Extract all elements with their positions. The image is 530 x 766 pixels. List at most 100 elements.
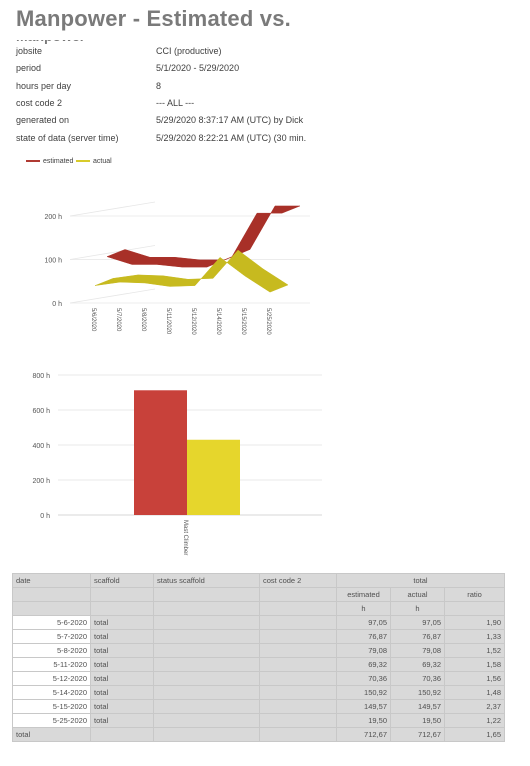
col-header-ratio: ratio [444, 587, 505, 602]
table-row: 5-11-2020 total 69,32 69,32 1,58 [12, 657, 505, 672]
bar-actual [187, 439, 240, 515]
info-key: jobsite [16, 46, 43, 56]
title-overflow: Manpower - Estimated vs. [16, 40, 96, 45]
info-row-hours: hours per day 8 [16, 81, 476, 95]
total-estimated: 712,67 [336, 727, 391, 742]
info-value: 8 [156, 81, 162, 91]
table-row: 5-6-2020 total 97,05 97,05 1,90 [12, 615, 505, 630]
table-total-row: total 712,67 712,67 1,65 [12, 727, 505, 742]
y-tick-label: 200 h [44, 214, 62, 221]
info-value: CCI (productive) [156, 46, 222, 56]
table-subheader-row: estimated actual ratio [12, 587, 505, 602]
cell-scaffold: total [90, 671, 154, 686]
cell-date: 5-6-2020 [12, 615, 91, 630]
y-tick-label: 0 h [52, 301, 62, 308]
col-header-estimated: estimated [336, 587, 391, 602]
cell-ratio: 1,52 [444, 643, 505, 658]
x-tick-label: 5/8/2020 [140, 308, 146, 332]
legend-actual: actual [76, 158, 112, 165]
cell-ratio: 1,48 [444, 685, 505, 700]
cell-scaffold: total [90, 685, 154, 700]
cell-scaffold: total [90, 657, 154, 672]
cell-actual: 76,87 [390, 629, 445, 644]
cell-estimated: 149,57 [336, 699, 391, 714]
info-row-period: period 5/1/2020 - 5/29/2020 [16, 63, 476, 77]
cell-ratio: 1,56 [444, 671, 505, 686]
y-tick-label: 0 h [40, 513, 50, 520]
cell-ratio: 2,37 [444, 699, 505, 714]
cell-scaffold: total [90, 699, 154, 714]
y-tick-label: 200 h [32, 478, 50, 485]
total-ratio: 1,65 [444, 727, 505, 742]
cell-date: 5-15-2020 [12, 699, 91, 714]
cell-actual: 69,32 [390, 657, 445, 672]
info-row-generated: generated on 5/29/2020 8:37:17 AM (UTC) … [16, 115, 476, 129]
cell-ratio: 1,90 [444, 615, 505, 630]
unit-actual: h [390, 601, 445, 616]
info-row-jobsite: jobsite CCI (productive) [16, 46, 476, 60]
info-value: 5/29/2020 8:22:21 AM (UTC) (30 min. [156, 133, 307, 143]
info-key: generated on [16, 115, 70, 125]
cell-estimated: 76,87 [336, 629, 391, 644]
cell-estimated: 70,36 [336, 671, 391, 686]
y-tick-label: 400 h [32, 443, 50, 450]
table-row: 5-14-2020 total 150,92 150,92 1,48 [12, 685, 505, 700]
cell-date: 5-14-2020 [12, 685, 91, 700]
cell-estimated: 79,08 [336, 643, 391, 658]
unit-estimated: h [336, 601, 391, 616]
x-tick-label: 5/25/2020 [265, 308, 271, 335]
cell-actual: 79,08 [390, 643, 445, 658]
cell-estimated: 150,92 [336, 685, 391, 700]
info-value: --- ALL --- [156, 98, 195, 108]
cell-estimated: 69,32 [336, 657, 391, 672]
col-header-scaffold: scaffold [90, 573, 154, 588]
line-chart-3d: 0 h 100 h 200 h 5/6/2020 5/7/2020 5/8/2020 5/… [44, 201, 310, 335]
table-header-row: date scaffold status scaffold cost code … [12, 573, 505, 588]
x-tick-label: 5/7/2020 [115, 308, 121, 332]
unit-ratio [444, 601, 505, 616]
cell-date: 5-12-2020 [12, 671, 91, 686]
col-header-total: total [336, 573, 505, 588]
info-row-state: state of data (server time) 5/29/2020 8:… [16, 133, 476, 147]
cell-actual: 97,05 [390, 615, 445, 630]
cell-actual: 19,50 [390, 713, 445, 728]
col-header-costcode: cost code 2 [259, 573, 337, 588]
cell-date: 5-25-2020 [12, 713, 91, 728]
cell-ratio: 1,33 [444, 629, 505, 644]
info-key: period [16, 63, 42, 73]
page-title: Manpower - Estimated vs. [16, 6, 291, 31]
info-value: 5/29/2020 8:37:17 AM (UTC) by Dick [156, 115, 304, 125]
bar-estimated [134, 390, 187, 515]
info-key: state of data (server time) [16, 133, 119, 143]
x-tick-label: 5/6/2020 [90, 308, 96, 332]
info-key: hours per day [16, 81, 72, 91]
cell-date: 5-7-2020 [12, 629, 91, 644]
total-label: total [12, 727, 91, 742]
col-header-actual: actual [390, 587, 445, 602]
table-row: 5-12-2020 total 70,36 70,36 1,56 [12, 671, 505, 686]
y-tick-label: 600 h [32, 408, 50, 415]
y-tick-label: 800 h [32, 373, 50, 380]
bar-chart: 0 h 200 h 400 h 600 h 800 h Mast Climber [32, 373, 322, 555]
cell-scaffold: total [90, 643, 154, 658]
x-tick-label: 5/14/2020 [215, 308, 221, 335]
cell-ratio: 1,22 [444, 713, 505, 728]
y-tick-label: 100 h [44, 258, 62, 265]
col-header-status: status scaffold [153, 573, 260, 588]
legend-estimated: estimated [26, 158, 73, 165]
cell-estimated: 97,05 [336, 615, 391, 630]
series-ribbon-estimated [106, 205, 301, 268]
x-tick-label: 5/12/2020 [190, 308, 196, 335]
cell-actual: 150,92 [390, 685, 445, 700]
cell-actual: 70,36 [390, 671, 445, 686]
series-ribbon-actual [94, 249, 289, 293]
info-key: cost code 2 [16, 98, 63, 108]
cell-scaffold: total [90, 629, 154, 644]
info-row-costcode: cost code 2 --- ALL --- [16, 98, 476, 112]
cell-scaffold: total [90, 713, 154, 728]
col-header-date: date [12, 573, 91, 588]
table-row: 5-25-2020 total 19,50 19,50 1,22 [12, 713, 505, 728]
table-row: 5-15-2020 total 149,57 149,57 2,37 [12, 699, 505, 714]
cell-ratio: 1,58 [444, 657, 505, 672]
cell-actual: 149,57 [390, 699, 445, 714]
